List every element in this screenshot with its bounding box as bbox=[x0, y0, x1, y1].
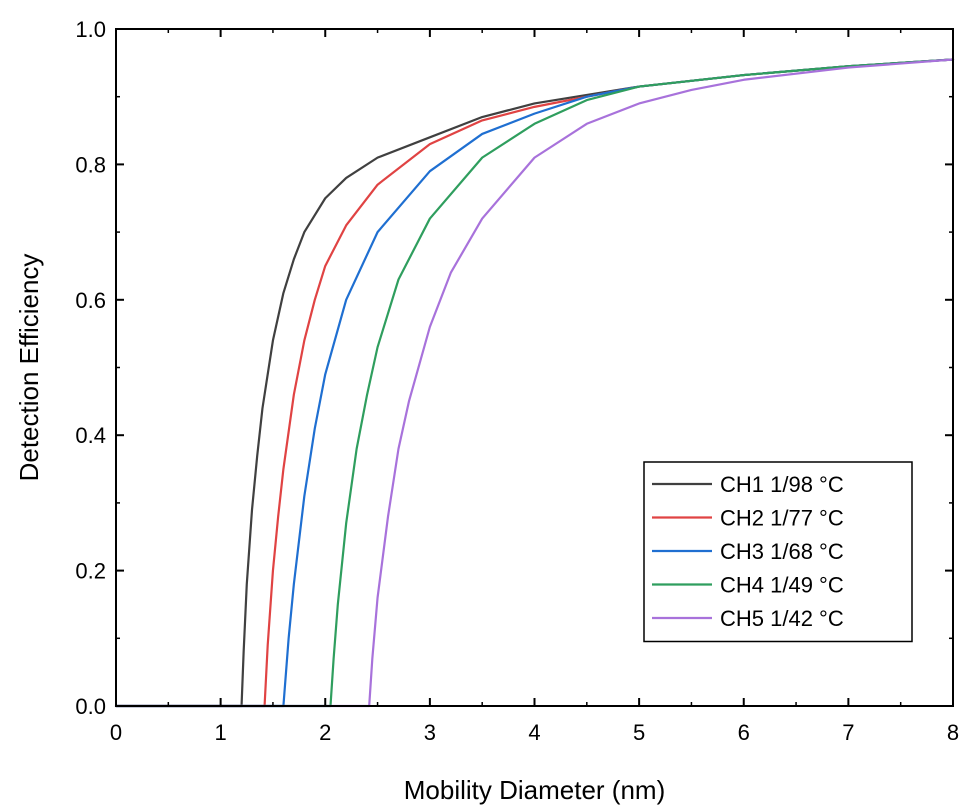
y-axis-title: Detection Efficiency bbox=[14, 254, 44, 482]
legend-label: CH1 1/98 °C bbox=[720, 472, 844, 497]
x-tick-label: 4 bbox=[528, 720, 540, 745]
x-tick-label: 5 bbox=[633, 720, 645, 745]
y-tick-label: 0.8 bbox=[75, 152, 106, 177]
x-tick-label: 6 bbox=[738, 720, 750, 745]
legend-label: CH3 1/68 °C bbox=[720, 539, 844, 564]
legend-label: CH4 1/49 °C bbox=[720, 573, 844, 598]
series-line-1 bbox=[114, 58, 955, 708]
x-tick-label: 1 bbox=[215, 720, 227, 745]
y-tick-label: 0.6 bbox=[75, 288, 106, 313]
y-tick-label: 0.4 bbox=[75, 423, 106, 448]
y-tick-label: 1.0 bbox=[75, 17, 106, 42]
ticks-group: 0 1 2 3 4 5 6 7 8 0.0 0.2 0.4 0.6 0.8 1.0 bbox=[75, 17, 959, 745]
x-axis-title: Mobility Diameter (nm) bbox=[404, 775, 666, 805]
x-tick-label: 0 bbox=[110, 720, 122, 745]
legend: CH1 1/98 °C CH2 1/77 °C CH3 1/68 °C CH4 1/4… bbox=[643, 461, 913, 643]
legend-label: CH2 1/77 °C bbox=[720, 506, 844, 531]
legend-label: CH5 1/42 °C bbox=[720, 606, 844, 631]
y-tick-label: 0.0 bbox=[75, 694, 106, 719]
x-tick-label: 3 bbox=[424, 720, 436, 745]
x-tick-label: 8 bbox=[947, 720, 959, 745]
x-tick-label: 2 bbox=[319, 720, 331, 745]
data-series-group bbox=[114, 58, 955, 708]
y-tick-label: 0.2 bbox=[75, 559, 106, 584]
x-tick-label: 7 bbox=[842, 720, 854, 745]
series-line-4 bbox=[114, 58, 955, 708]
series-line-5 bbox=[114, 58, 955, 708]
